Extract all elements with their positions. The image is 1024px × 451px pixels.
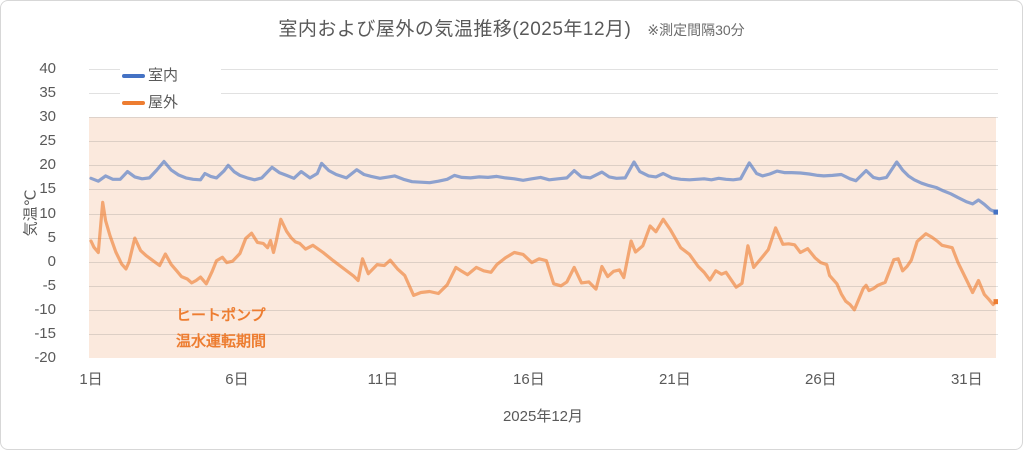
y-tick-label: -15: [34, 324, 56, 342]
x-tick-label: 26日: [804, 371, 837, 388]
legend-swatch-indoor: [122, 73, 145, 78]
legend: 室内 屋外: [120, 64, 221, 118]
y-tick-label: -10: [34, 300, 56, 318]
series-line-indoor: [89, 159, 998, 214]
series-endpoint-outdoor: [993, 299, 998, 305]
x-tick-label: 21日: [659, 371, 691, 388]
series-line-outdoor: [89, 200, 998, 312]
y-tick-label: 25: [39, 132, 56, 150]
heat-pump-annotation-line2: 温水運転期間: [176, 333, 267, 350]
legend-label-outdoor: 屋外: [148, 94, 179, 111]
y-tick-label: 40: [39, 60, 56, 77]
y-tick-label: 30: [39, 108, 56, 126]
x-tick-label: 31日: [950, 371, 983, 388]
y-tick-label: 35: [39, 84, 56, 102]
chart-title: 室内および屋外の気温推移(2025年12月): [278, 19, 632, 40]
y-tick-label: 15: [39, 180, 56, 198]
y-tick-label: 10: [39, 204, 56, 222]
chart-title-row: 室内および屋外の気温推移(2025年12月) ※測定間隔30分: [1, 14, 1022, 41]
y-tick-label: 20: [39, 156, 56, 174]
x-tick-label: 16日: [513, 371, 545, 388]
legend-entry-indoor: 室内: [120, 64, 221, 87]
legend-label-indoor: 室内: [148, 67, 179, 84]
plot-area: [89, 69, 998, 358]
x-tick-label: 6日: [225, 371, 249, 388]
legend-swatch-outdoor: [122, 100, 145, 105]
heat-pump-band: [89, 117, 996, 358]
y-tick-label: -20: [34, 349, 56, 366]
x-tick-label: 1日: [79, 371, 103, 388]
y-tick-label: -5: [42, 276, 56, 294]
y-tick-label: 5: [47, 228, 56, 246]
legend-entry-outdoor: 屋外: [120, 91, 221, 114]
y-tick-label: 0: [47, 252, 56, 270]
series-endpoint-indoor: [993, 209, 998, 215]
x-axis-title: 2025年12月: [502, 408, 584, 425]
heat-pump-annotation: ヒートポンプ 温水運転期間: [176, 303, 266, 355]
heat-pump-annotation-line1: ヒートポンプ: [176, 307, 266, 324]
chart-title-note: ※測定間隔30分: [647, 22, 745, 38]
x-tick-label: 11日: [367, 371, 399, 388]
